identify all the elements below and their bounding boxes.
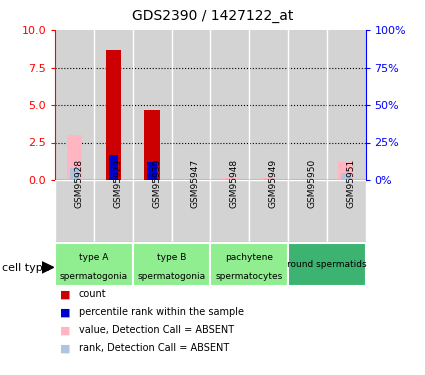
Bar <box>288 243 366 286</box>
Text: GSM95928: GSM95928 <box>75 159 84 208</box>
Bar <box>186 179 196 180</box>
Text: round spermatids: round spermatids <box>287 260 366 269</box>
Bar <box>172 30 210 180</box>
Text: type A: type A <box>79 253 109 262</box>
Bar <box>288 180 327 242</box>
Bar <box>133 180 172 242</box>
Text: value, Detection Call = ABSENT: value, Detection Call = ABSENT <box>79 326 234 335</box>
Bar <box>341 172 351 180</box>
Bar <box>288 30 327 180</box>
Bar <box>144 110 160 180</box>
Bar <box>55 30 94 180</box>
Bar <box>225 178 235 180</box>
Bar <box>55 243 133 286</box>
Text: ■: ■ <box>60 344 70 353</box>
Text: pachytene: pachytene <box>225 253 273 262</box>
Bar <box>300 178 315 180</box>
Bar <box>249 30 288 180</box>
Text: percentile rank within the sample: percentile rank within the sample <box>79 308 244 317</box>
Bar <box>210 30 249 180</box>
Bar <box>261 178 276 180</box>
Bar <box>147 162 157 180</box>
Text: spermatocytes: spermatocytes <box>215 273 283 282</box>
Text: ■: ■ <box>60 326 70 335</box>
Text: GSM95949: GSM95949 <box>269 159 278 208</box>
Text: GSM95947: GSM95947 <box>191 159 200 208</box>
Text: spermatogonia: spermatogonia <box>138 273 206 282</box>
Bar <box>70 168 79 180</box>
Text: rank, Detection Call = ABSENT: rank, Detection Call = ABSENT <box>79 344 229 353</box>
Bar <box>106 50 121 180</box>
Text: ■: ■ <box>60 290 70 299</box>
Bar <box>210 180 249 242</box>
Text: count: count <box>79 290 106 299</box>
Bar <box>222 178 238 180</box>
Polygon shape <box>42 262 54 273</box>
Bar <box>327 30 366 180</box>
Bar <box>67 135 82 180</box>
Bar <box>133 243 210 286</box>
Bar <box>133 30 172 180</box>
Text: GSM95930: GSM95930 <box>152 159 161 208</box>
Bar <box>338 162 354 180</box>
Text: GSM95948: GSM95948 <box>230 159 239 208</box>
Text: type B: type B <box>157 253 186 262</box>
Bar <box>94 180 133 242</box>
Bar <box>303 179 312 180</box>
Bar <box>210 243 288 286</box>
Bar <box>264 178 273 180</box>
Bar <box>249 180 288 242</box>
Text: GSM95951: GSM95951 <box>346 159 355 208</box>
Bar <box>172 180 210 242</box>
Text: cell type: cell type <box>2 263 50 273</box>
Text: GSM95950: GSM95950 <box>307 159 316 208</box>
Text: ■: ■ <box>60 308 70 317</box>
Bar <box>183 178 199 180</box>
Bar <box>94 30 133 180</box>
Text: GDS2390 / 1427122_at: GDS2390 / 1427122_at <box>132 9 293 23</box>
Bar <box>55 180 94 242</box>
Text: GSM95929: GSM95929 <box>113 159 122 208</box>
Bar <box>108 154 118 180</box>
Text: spermatogonia: spermatogonia <box>60 273 128 282</box>
Bar <box>327 180 366 242</box>
